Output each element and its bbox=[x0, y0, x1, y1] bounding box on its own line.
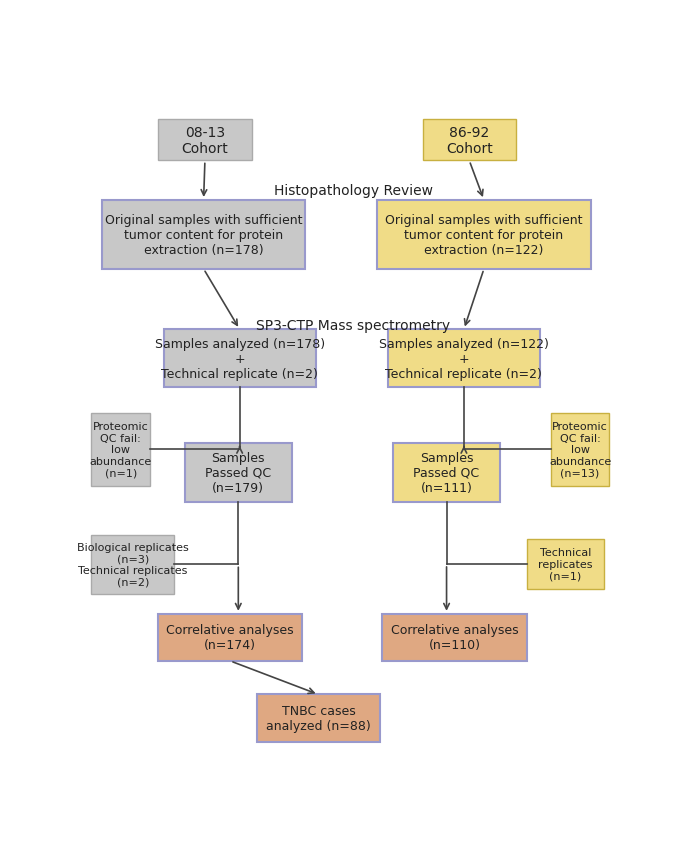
Text: Histopathology Review: Histopathology Review bbox=[274, 184, 433, 198]
Text: Correlative analyses
(n=174): Correlative analyses (n=174) bbox=[167, 624, 294, 652]
FancyBboxPatch shape bbox=[102, 201, 305, 269]
FancyBboxPatch shape bbox=[422, 120, 516, 161]
FancyBboxPatch shape bbox=[377, 201, 590, 269]
FancyBboxPatch shape bbox=[158, 120, 251, 161]
Text: Proteomic
QC fail:
low
abundance
(n=1): Proteomic QC fail: low abundance (n=1) bbox=[90, 422, 152, 478]
FancyBboxPatch shape bbox=[185, 443, 291, 503]
Text: Technical
replicates
(n=1): Technical replicates (n=1) bbox=[538, 548, 593, 581]
FancyBboxPatch shape bbox=[526, 540, 604, 589]
Text: Original samples with sufficient
tumor content for protein
extraction (n=122): Original samples with sufficient tumor c… bbox=[385, 214, 583, 256]
Text: 08-13
Cohort: 08-13 Cohort bbox=[182, 125, 228, 156]
FancyBboxPatch shape bbox=[388, 330, 540, 388]
Text: Correlative analyses
(n=110): Correlative analyses (n=110) bbox=[391, 624, 518, 652]
Text: SP3-CTP Mass spectrometry: SP3-CTP Mass spectrometry bbox=[256, 319, 450, 332]
FancyBboxPatch shape bbox=[92, 414, 150, 486]
FancyBboxPatch shape bbox=[382, 614, 526, 661]
Text: Samples
Passed QC
(n=111): Samples Passed QC (n=111) bbox=[413, 452, 480, 494]
FancyBboxPatch shape bbox=[92, 535, 174, 595]
Text: 86-92
Cohort: 86-92 Cohort bbox=[446, 125, 493, 156]
Text: Samples analyzed (n=178)
+
Technical replicate (n=2): Samples analyzed (n=178) + Technical rep… bbox=[154, 337, 325, 380]
FancyBboxPatch shape bbox=[393, 443, 500, 503]
FancyBboxPatch shape bbox=[163, 330, 316, 388]
FancyBboxPatch shape bbox=[257, 694, 380, 742]
Text: Proteomic
QC fail:
low
abundance
(n=13): Proteomic QC fail: low abundance (n=13) bbox=[549, 422, 611, 478]
Text: Samples analyzed (n=122)
+
Technical replicate (n=2): Samples analyzed (n=122) + Technical rep… bbox=[379, 337, 549, 380]
FancyBboxPatch shape bbox=[158, 614, 302, 661]
Text: Samples
Passed QC
(n=179): Samples Passed QC (n=179) bbox=[205, 452, 271, 494]
Text: Original samples with sufficient
tumor content for protein
extraction (n=178): Original samples with sufficient tumor c… bbox=[105, 214, 302, 256]
Text: Biological replicates
(n=3)
Technical replicates
(n=2): Biological replicates (n=3) Technical re… bbox=[77, 543, 189, 587]
Text: TNBC cases
analyzed (n=88): TNBC cases analyzed (n=88) bbox=[266, 705, 371, 732]
FancyBboxPatch shape bbox=[551, 414, 610, 486]
